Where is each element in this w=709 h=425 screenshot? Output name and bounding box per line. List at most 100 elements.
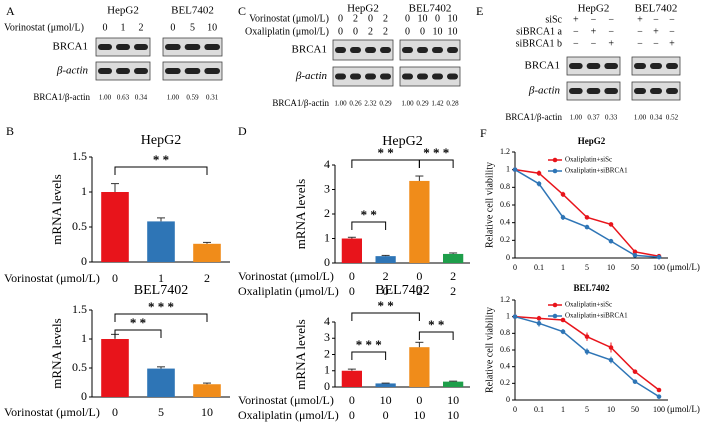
x-tick-label: 0 <box>349 408 355 422</box>
x-tick-label: 5 <box>585 405 589 414</box>
blot-band <box>604 88 618 94</box>
significance-bracket <box>351 312 420 321</box>
condition-value: 2 <box>353 13 358 24</box>
significance-bracket <box>351 351 387 360</box>
blot-band <box>98 44 112 50</box>
chart-title: BEL7402 <box>375 283 429 298</box>
significance-bracket <box>418 159 454 168</box>
y-tick-label: 1.5 <box>72 149 87 163</box>
x-tick-label: 0 <box>112 405 118 419</box>
y-axis-label: Relative cell viability <box>484 307 495 393</box>
x-tick-label: 100 <box>653 263 665 272</box>
significance-bracket <box>114 166 208 175</box>
blot-band <box>650 63 662 69</box>
condition-label: Vorinostat (μmol/L) <box>4 22 84 33</box>
series-line <box>514 169 660 258</box>
ratio-value: 0.59 <box>186 94 199 102</box>
ratio-value: 0.63 <box>117 94 130 102</box>
y-tick-label: 1.2 <box>500 295 510 304</box>
blot-membrane <box>332 39 394 61</box>
blot-band <box>365 73 376 80</box>
condition-value: + <box>653 26 659 37</box>
panel-label: A <box>6 4 15 18</box>
x-unit: (μmol/L) <box>667 404 700 414</box>
x-tick-label: 0 <box>349 269 355 283</box>
bar <box>443 253 464 263</box>
condition-value: − <box>573 38 579 49</box>
condition-label: Oxaliplatin (μmol/L) <box>245 26 329 37</box>
x-tick-label: 50 <box>631 405 639 414</box>
significance-label: * * <box>130 315 146 330</box>
x-tick-label: 2 <box>450 269 456 283</box>
ratio-value: 1.00 <box>167 94 180 102</box>
point <box>560 329 566 334</box>
y-axis-label: mRNA levels <box>49 318 64 388</box>
legend-marker <box>552 168 558 174</box>
y-tick-label: 1 <box>506 311 510 320</box>
point <box>656 394 662 399</box>
blot-band <box>184 68 201 74</box>
chart-title: HepG2 <box>141 133 181 148</box>
group-name: BEL7402 <box>635 3 678 15</box>
point <box>632 253 638 258</box>
x-tick-label: 0 <box>513 263 517 272</box>
y-axis-label: Relative cell viability <box>484 162 495 248</box>
point <box>656 254 662 260</box>
condition-label: Vorinostat (μmol/L) <box>249 13 329 24</box>
ratio-value: 0.34 <box>135 94 148 102</box>
bar <box>409 347 430 387</box>
x-tick-label: 10 <box>447 393 459 407</box>
condition-value: 1 <box>121 22 126 33</box>
condition-value: 0 <box>435 13 440 24</box>
y-tick-label: 1 <box>506 164 510 173</box>
x-tick-label: 1 <box>561 405 565 414</box>
point <box>536 316 542 321</box>
ratio-value: 0.34 <box>650 114 663 122</box>
point <box>632 379 638 384</box>
blot-band <box>204 68 220 74</box>
y-tick-label: 1 <box>81 184 87 198</box>
group-name: HepG2 <box>347 3 379 15</box>
significance-bracket <box>351 221 387 230</box>
bar <box>101 192 129 262</box>
bar <box>375 256 396 263</box>
condition-value: 5 <box>190 22 195 33</box>
condition-value: − <box>591 38 597 49</box>
blot-band <box>380 47 391 53</box>
significance-label: * * * <box>423 145 449 160</box>
blot-band <box>634 63 646 69</box>
band-label: BRCA1 <box>53 41 88 53</box>
panel-label: F <box>480 126 487 140</box>
x-tick-label: 2 <box>450 284 456 298</box>
panel-label: E <box>476 4 483 18</box>
condition-value: 2 <box>368 26 373 37</box>
blot-band <box>184 44 201 50</box>
condition-value: + <box>573 14 579 25</box>
condition-value: 0 <box>420 26 425 37</box>
ratio-value: 0.37 <box>587 114 600 122</box>
point <box>584 215 590 220</box>
significance-bracket <box>114 313 208 322</box>
x-tick-label: 2 <box>383 269 389 283</box>
condition-value: − <box>608 26 614 37</box>
ratio-value: 1.00 <box>570 114 583 122</box>
point <box>608 345 614 350</box>
condition-value: + <box>591 26 597 37</box>
group-name: BEL7402 <box>409 3 452 15</box>
blot-band <box>350 73 361 80</box>
y-tick-label: 2 <box>324 206 330 220</box>
blot-band <box>204 44 220 50</box>
x-tick-label: 10 <box>413 408 425 422</box>
point <box>512 314 518 319</box>
band-label: BRCA1 <box>525 60 560 72</box>
ratio-value: 1.00 <box>99 94 112 102</box>
bar <box>409 180 430 263</box>
blot-band <box>569 63 583 69</box>
legend-label: Oxaliplatin+siBRCA1 <box>565 312 628 320</box>
x-tick-label: 0 <box>513 405 517 414</box>
chart-title: HepG2 <box>578 136 606 146</box>
significance-bracket <box>418 331 454 340</box>
chart-title: HepG2 <box>382 134 422 149</box>
blot-band <box>666 63 678 69</box>
